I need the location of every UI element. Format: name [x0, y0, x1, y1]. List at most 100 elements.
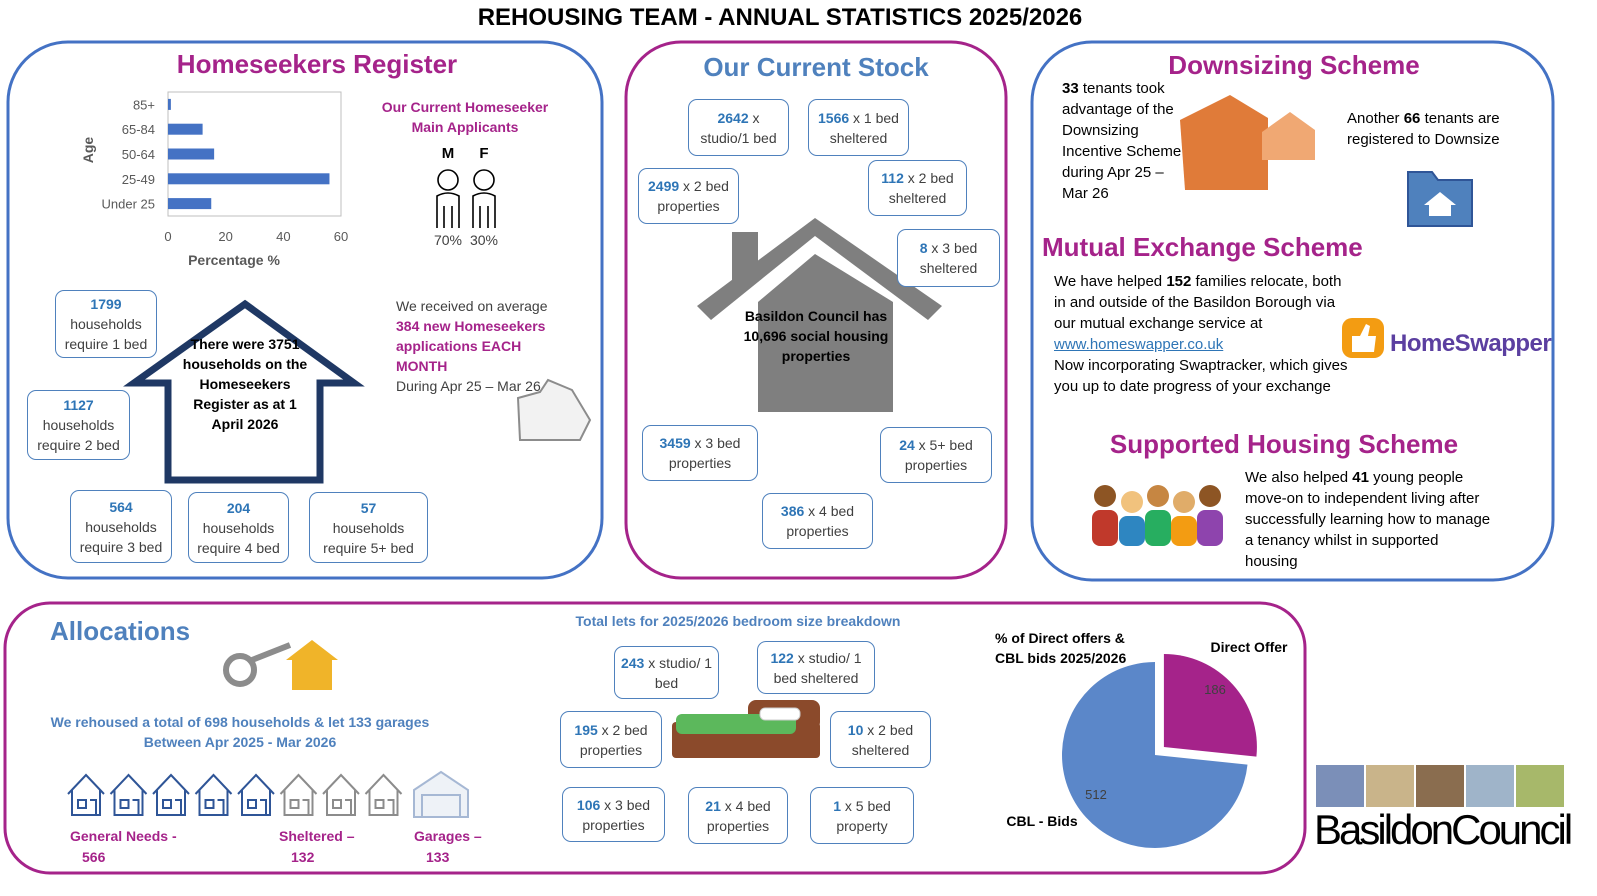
person-head: [1094, 485, 1116, 507]
stat-text: 3459 x 3 bed properties: [648, 433, 752, 473]
stat-count: 1: [833, 797, 841, 814]
stat-box: 21 x 4 bed properties: [688, 787, 788, 844]
allocation-group: Sheltered – 132: [279, 826, 354, 868]
text-run: We also helped: [1245, 469, 1349, 486]
slice-value: 512: [1085, 787, 1107, 802]
y-tick-label: Under 25: [102, 197, 155, 212]
stat-box: 8 x 3 bed sheltered: [897, 229, 1000, 287]
person-body: [1119, 516, 1145, 546]
x-tick-label: 0: [164, 229, 171, 244]
house-body: [758, 254, 893, 412]
stat-text: 204 households require 4 bed: [194, 498, 283, 558]
text-run: Between Apr 2025 - Mar 2026: [143, 734, 337, 750]
section-heading: Homeseekers Register: [176, 49, 458, 79]
x-axis-label: Percentage %: [188, 252, 280, 268]
house-icon: [67, 773, 105, 816]
house-icon: [109, 773, 148, 816]
house-icon: [237, 773, 275, 816]
stat-label: x 1 bed sheltered: [829, 109, 899, 146]
key-icon: [223, 653, 257, 687]
section-heading: Downsizing Scheme: [1168, 50, 1420, 80]
text-run: families relocate, both in and outside o…: [1054, 273, 1342, 332]
text-run: We have helped: [1054, 273, 1163, 290]
person-body: [1197, 510, 1223, 546]
link[interactable]: www.homeswapper.co.uk: [1054, 336, 1224, 353]
stat-box: 1 x 5 bed property: [810, 787, 914, 844]
allocation-group: General Needs - 566: [70, 826, 177, 868]
highlight: 384 new Homeseekers applications EACH MO…: [396, 318, 546, 374]
panel: [6, 40, 604, 580]
y-tick-label: 65-84: [122, 122, 155, 137]
stat-count: 1799: [90, 296, 122, 312]
stat-box: 10 x 2 bed sheltered: [830, 711, 931, 768]
panel: [3, 601, 1307, 875]
group-label: Sheltered –: [279, 828, 355, 844]
allocation-group: Garages – 133: [414, 826, 482, 868]
house-icon: [279, 773, 318, 816]
breakdown-title: Total lets for 2025/2026 bedroom size br…: [575, 613, 901, 629]
stat-label: x 4 bed properties: [786, 503, 855, 539]
register-text: There were 3751 households on the Homese…: [182, 336, 308, 432]
person-body: [1092, 510, 1118, 546]
stat-label: x 2 bed sheltered: [888, 170, 954, 206]
stat-box: 1566 x 1 bed sheltered: [808, 99, 909, 156]
stat-count: 24: [899, 437, 915, 453]
stat-label: x 3 bed properties: [668, 435, 741, 471]
stat-count: 1566: [818, 109, 850, 126]
stat-text: 57 households require 5+ bed: [315, 498, 422, 558]
stat-text: 1 x 5 bed property: [816, 796, 908, 836]
applicants-title: Our Current Homeseeker Main Applicants: [381, 99, 549, 135]
y-tick-label: 25-49: [122, 172, 155, 187]
section-heading: Our Current Stock: [703, 52, 929, 82]
council-logo: BasildonCouncil: [1314, 806, 1573, 853]
stat-label: households require 4 bed: [197, 519, 280, 556]
count: 33: [1062, 80, 1079, 97]
gender-label: M: [442, 145, 455, 162]
y-tick-label: 85+: [133, 97, 155, 112]
stat-text: 243 x studio/ 1 bed: [620, 653, 713, 693]
stat-text: 2499 x 2 bed properties: [644, 176, 733, 216]
text-run: young people move-on to independent livi…: [1245, 469, 1491, 570]
mutual-text: We have helped 152 families relocate, bo…: [1054, 271, 1349, 397]
stat-text: 1566 x 1 bed sheltered: [814, 108, 903, 148]
person-body: [1171, 516, 1197, 546]
bar: [168, 198, 212, 210]
person-icon: [472, 169, 496, 228]
panel: [624, 40, 1008, 580]
count: 66: [1403, 110, 1421, 127]
slice-label: Direct Offer: [1210, 639, 1288, 655]
pie-slice: [1062, 662, 1248, 848]
head: [437, 169, 459, 191]
gender-share: 70%: [434, 232, 462, 248]
stat-text: 195 x 2 bed properties: [566, 720, 656, 760]
gender-label: F: [479, 145, 488, 162]
stat-box: 57 households require 5+ bed: [309, 492, 428, 563]
person-head: [1199, 485, 1221, 507]
applications-text: We received on average 384 new Homeseeker…: [396, 296, 566, 396]
stat-label: households require 1 bed: [64, 316, 148, 352]
person-head: [1121, 491, 1143, 513]
stat-box: 106 x 3 bed properties: [562, 787, 665, 842]
group-count: 132: [291, 849, 315, 865]
stat-label: x 4 bed properties: [706, 797, 771, 834]
downsizing-text: 33 tenants took advantage of the Downsiz…: [1062, 78, 1187, 204]
stat-label: x studio/1 bed: [700, 109, 777, 146]
house-chimney: [732, 232, 758, 280]
x-tick-label: 40: [276, 229, 290, 244]
text-run: tenants took advantage of the Downsizing…: [1062, 80, 1182, 202]
stat-count: 10: [847, 721, 864, 738]
stat-box: 112 x 2 bed sheltered: [868, 160, 967, 216]
text-run: During Apr 25 – Mar 26: [396, 378, 541, 394]
page-title: REHOUSING TEAM - ANNUAL STATISTICS 2025/…: [477, 4, 1083, 31]
thumb-glyph: [1352, 324, 1376, 352]
body: [436, 192, 460, 228]
person-head: [1147, 485, 1169, 507]
stat-count: 1127: [63, 397, 94, 413]
bar: [168, 173, 330, 185]
stat-box: 243 x studio/ 1 bed: [614, 646, 719, 699]
stat-label: households require 5+ bed: [323, 519, 414, 556]
bar: [168, 98, 171, 110]
group-count: 566: [82, 849, 106, 865]
stat-label: x 5+ bed properties: [904, 437, 973, 473]
